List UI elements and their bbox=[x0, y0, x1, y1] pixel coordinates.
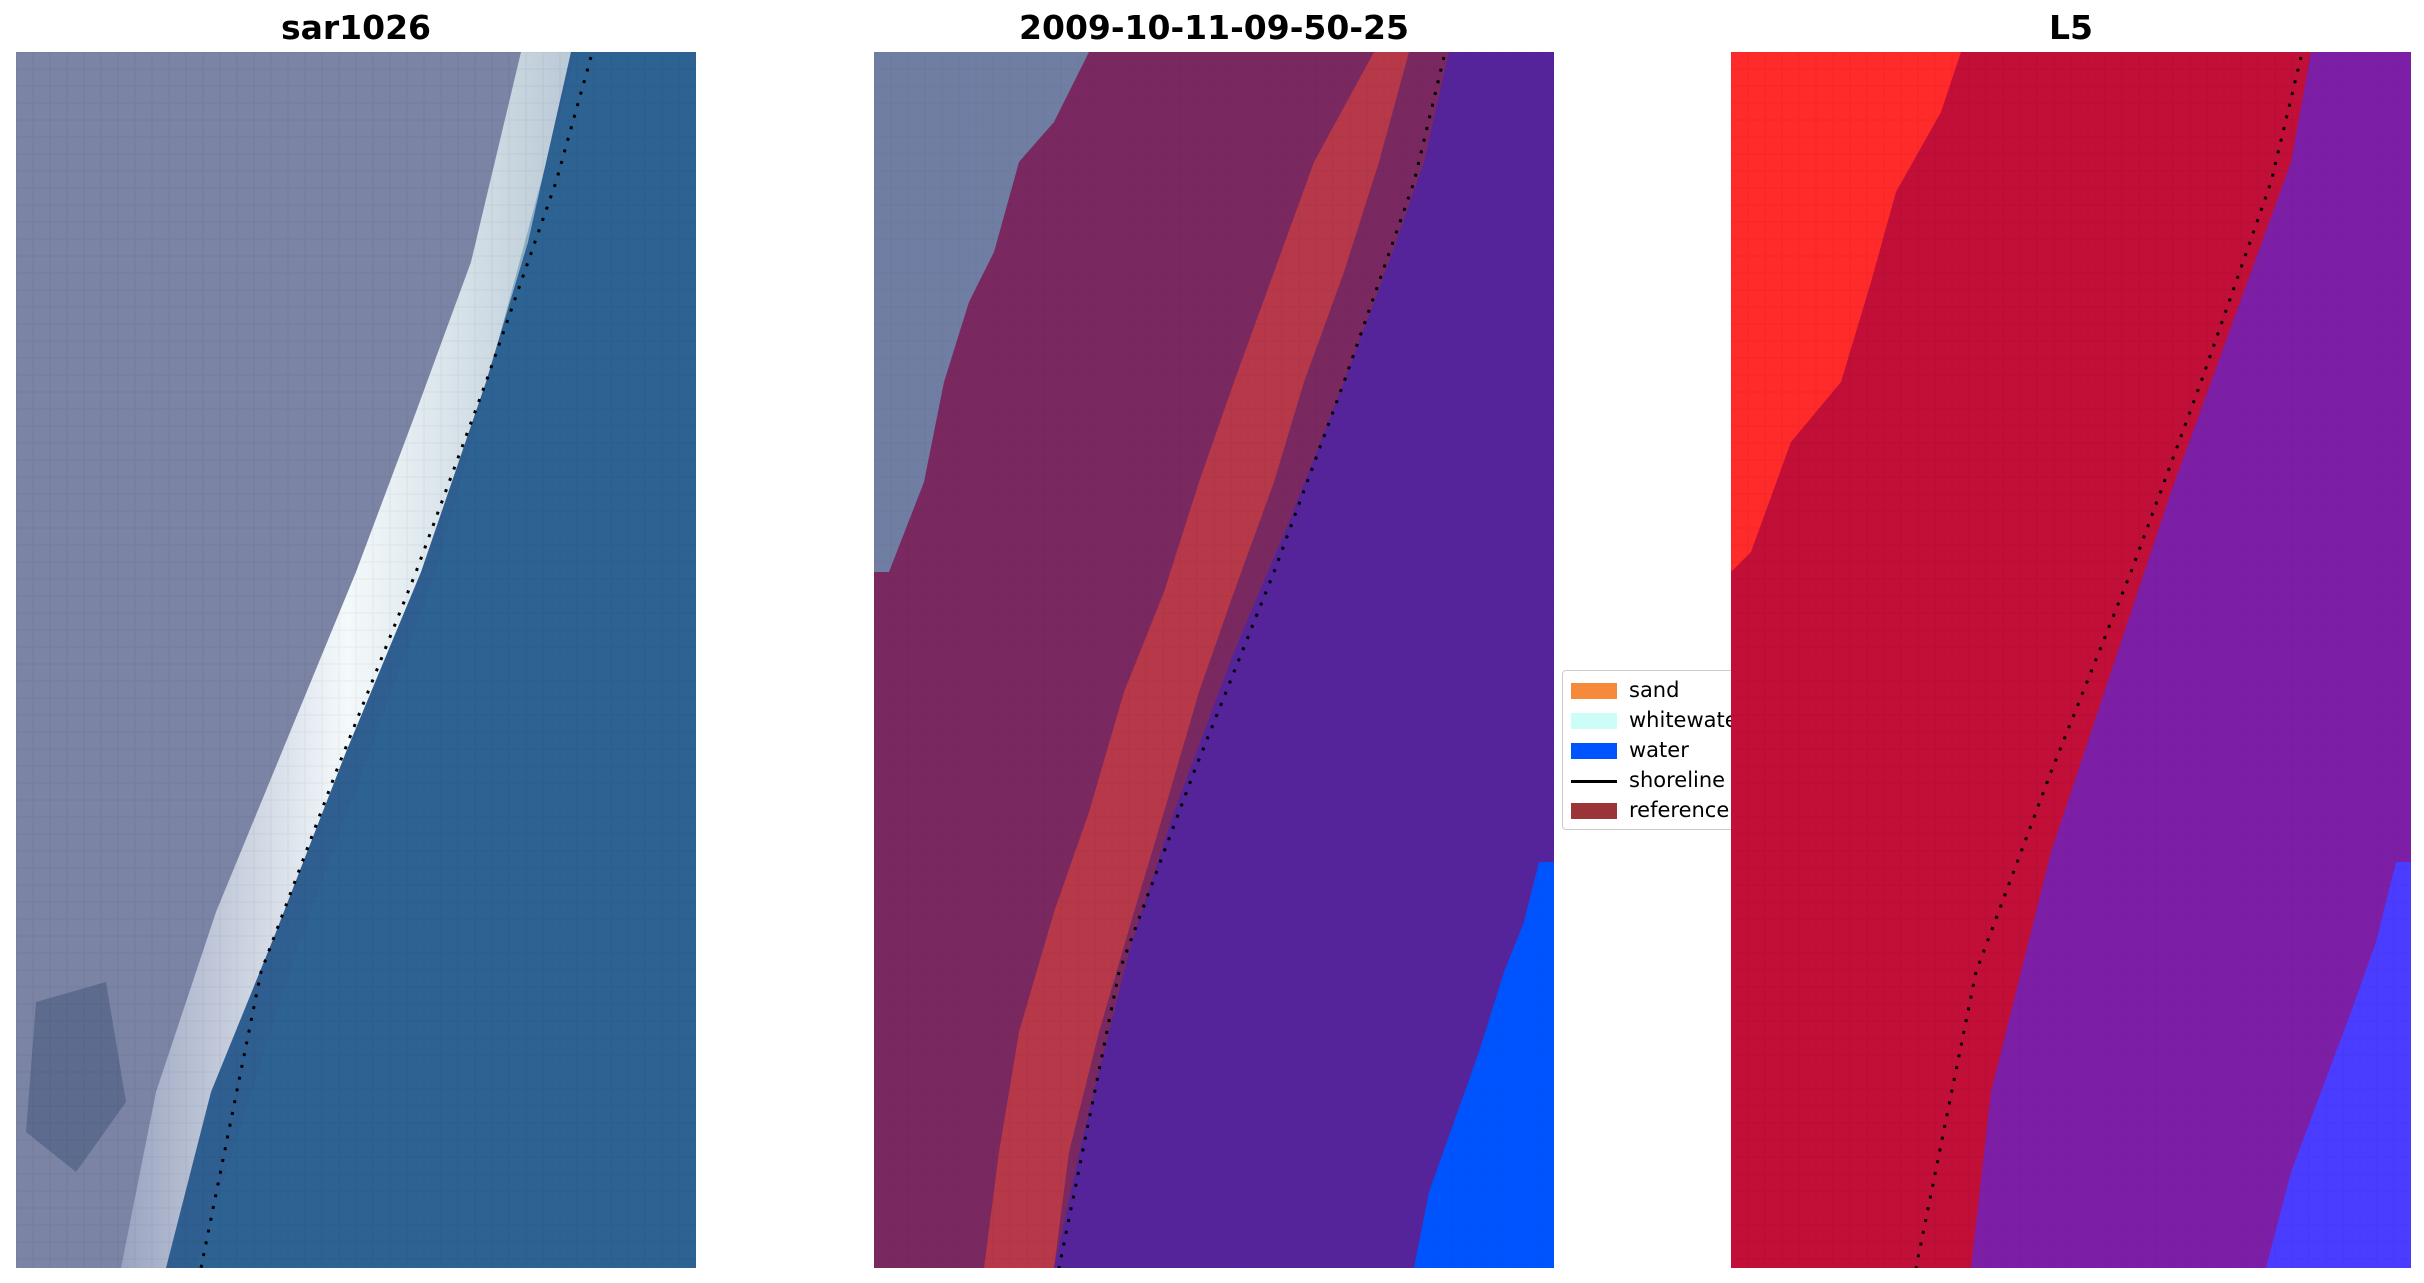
legend-item-water: water bbox=[1563, 735, 1739, 765]
legend-label-shoreline: shoreline bbox=[1629, 768, 1726, 792]
legend-swatch-reference bbox=[1571, 803, 1617, 819]
legend-swatch-sand bbox=[1571, 683, 1617, 699]
legend-item-whitewater: whitewater bbox=[1563, 705, 1746, 735]
legend-item-sand: sand bbox=[1563, 675, 1739, 705]
shoreline bbox=[1057, 56, 1446, 1268]
legend-label-sand: sand bbox=[1629, 678, 1680, 702]
classification-image bbox=[874, 52, 1554, 1268]
legend: sand whitewater water shoreline referenc… bbox=[1562, 670, 1746, 830]
legend-item-shoreline: shoreline bbox=[1563, 765, 1739, 795]
legend-swatch-water bbox=[1571, 743, 1617, 759]
shoreline bbox=[199, 56, 593, 1268]
legend-item-reference: reference bbox=[1563, 795, 1739, 825]
legend-line-shoreline bbox=[1571, 780, 1617, 783]
classification-panel bbox=[874, 52, 1554, 1268]
shoreline bbox=[1914, 56, 2303, 1268]
panel-title-rgb: sar1026 bbox=[280, 8, 432, 47]
legend-label-whitewater: whitewater bbox=[1629, 708, 1747, 732]
legend-label-water: water bbox=[1629, 738, 1689, 762]
index-panel bbox=[1731, 52, 2411, 1268]
legend-swatch-whitewater bbox=[1571, 713, 1617, 729]
index-image bbox=[1731, 52, 2411, 1268]
panel-title-index: L5 bbox=[2049, 8, 2093, 47]
panel-title-classification: 2009-10-11-09-50-25 bbox=[1019, 8, 1409, 47]
legend-label-reference: reference bbox=[1629, 798, 1730, 822]
rgb-image bbox=[16, 52, 696, 1268]
rgb-image-panel bbox=[16, 52, 696, 1268]
